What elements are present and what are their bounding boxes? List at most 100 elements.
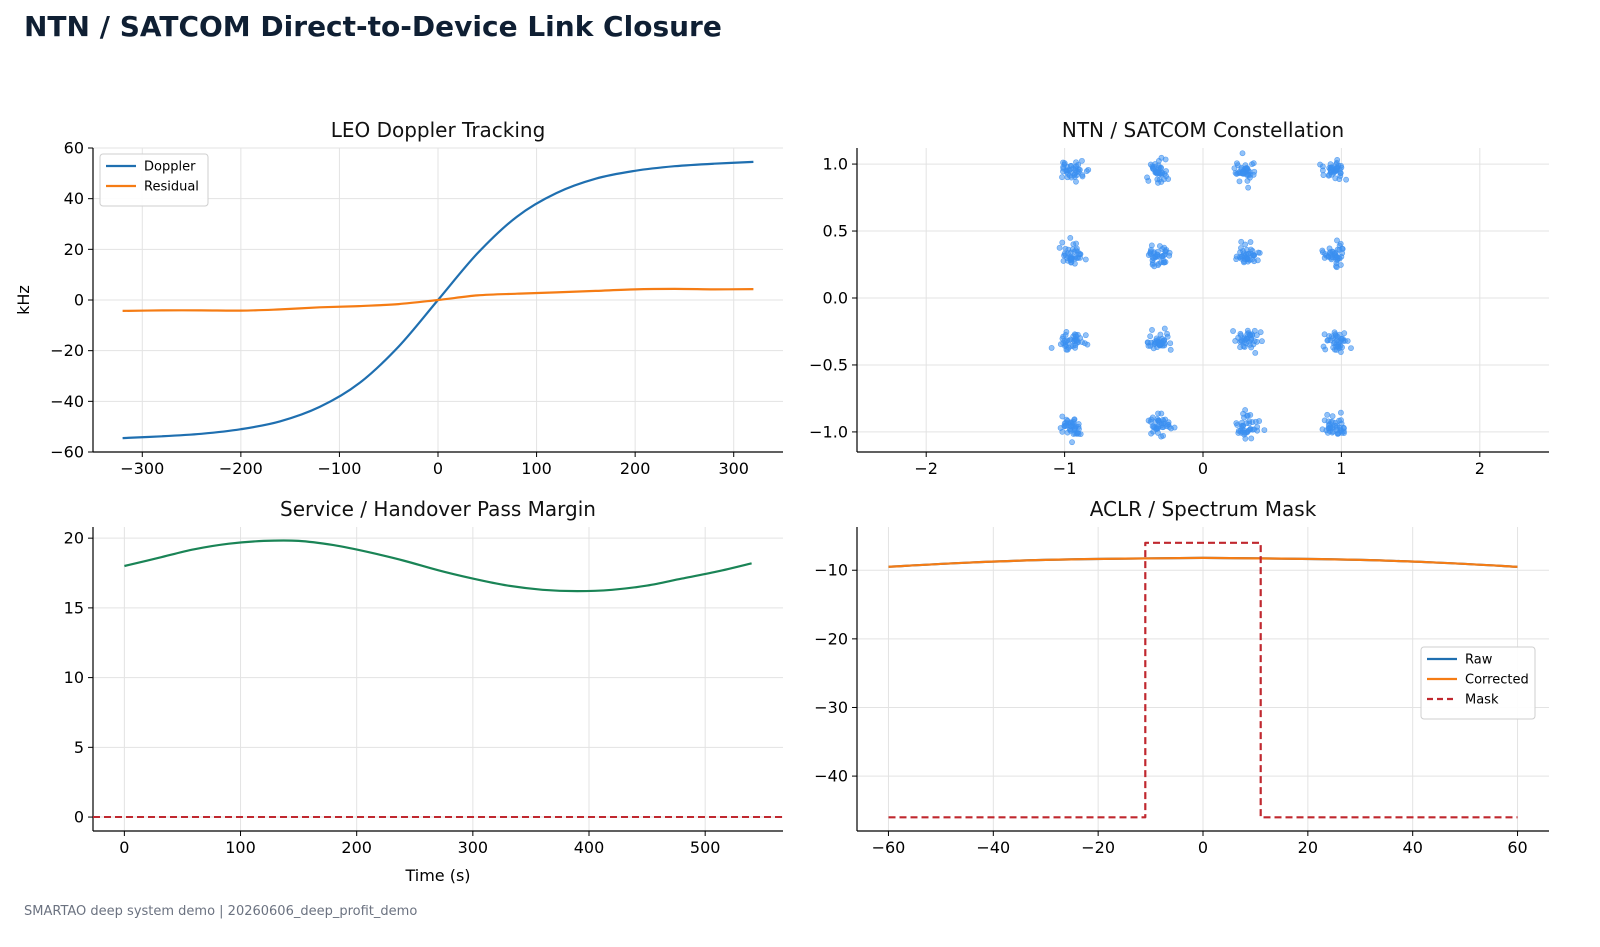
y-tick-label: 1.0 (823, 155, 848, 174)
constellation-point (1333, 253, 1340, 260)
constellation-point (1157, 243, 1163, 249)
constellation-point (1079, 173, 1086, 180)
constellation-point (1158, 433, 1165, 440)
constellation-point (1059, 428, 1066, 435)
constellation-point (1242, 241, 1249, 248)
constellation-point (1246, 427, 1253, 433)
constellation-point (1233, 420, 1240, 427)
x-tick-label: 20 (1298, 838, 1318, 857)
x-tick-label: 300 (718, 459, 749, 478)
constellation-point (1056, 244, 1063, 251)
constellation-point (1145, 177, 1152, 184)
constellation-point (1062, 331, 1069, 338)
constellation-point (1261, 427, 1268, 434)
constellation-point (1245, 184, 1252, 191)
constellation-point (1236, 178, 1243, 185)
constellation-point (1079, 157, 1085, 164)
constellation-point (1077, 251, 1083, 257)
constellation-point (1149, 414, 1156, 421)
constellation-point (1084, 341, 1091, 348)
constellation-point (1163, 423, 1170, 430)
x-tick-label: 200 (620, 459, 651, 478)
page-title: NTN / SATCOM Direct-to-Device Link Closu… (24, 10, 722, 43)
y-tick-label: 0 (74, 808, 84, 827)
constellation-point (1243, 164, 1250, 171)
constellation-point (1068, 174, 1075, 181)
footer-caption: SMARTAO deep system demo | 20260606_deep… (24, 904, 418, 919)
constellation-point (1166, 249, 1173, 256)
constellation-point (1163, 168, 1169, 174)
y-tick-label: 0.5 (823, 222, 848, 241)
constellation-point (1062, 423, 1069, 429)
legend-label: Doppler (144, 160, 196, 175)
constellation-point (1338, 164, 1345, 171)
x-tick-label: 300 (458, 838, 489, 857)
x-tick-label: 0 (119, 838, 129, 857)
constellation-point (1161, 325, 1168, 332)
constellation-point (1337, 240, 1344, 247)
x-tick-label: 400 (574, 838, 605, 857)
constellation-point (1246, 257, 1253, 264)
y-tick-label: −30 (814, 698, 848, 717)
spectrum-mask-chart: −60 −40 −20 0 20 40 60 −40 −30 −20 −10 ACLR / Spect… (814, 497, 1549, 857)
mask-line (888, 541, 1518, 819)
constellation-point (1330, 428, 1336, 435)
legend-label: Mask (1465, 693, 1499, 708)
x-tick-label: 0 (1198, 838, 1208, 857)
constellation-point (1082, 332, 1089, 339)
constellation-point (1231, 165, 1238, 172)
constellation-point (1150, 165, 1156, 172)
constellation-point (1074, 254, 1080, 261)
constellation-point (1076, 166, 1083, 173)
constellation-point (1329, 413, 1336, 420)
constellation-point (1171, 424, 1178, 431)
constellation-point (1153, 169, 1160, 176)
x-tick-label: −300 (120, 459, 164, 478)
residual-line (122, 287, 754, 312)
constellation-point (1327, 249, 1334, 255)
constellation-point (1073, 159, 1079, 166)
constellation-point (1320, 343, 1327, 350)
constellation-point (1059, 413, 1066, 420)
constellation-point (1070, 419, 1077, 425)
y-tick-label: 0 (74, 291, 84, 310)
constellation-point (1158, 179, 1165, 185)
x-tick-label: 500 (690, 838, 721, 857)
constellation-point (1048, 345, 1055, 351)
y-axis-label: kHz (14, 285, 33, 315)
y-tick-label: 0.0 (823, 288, 848, 307)
margin-line (124, 539, 752, 593)
chart-title: Service / Handover Pass Margin (280, 497, 596, 521)
x-tick-label: −40 (976, 838, 1010, 857)
constellation-point (1079, 339, 1086, 346)
constellation-point (1254, 424, 1261, 430)
constellation-point (1145, 339, 1151, 346)
y-tick-label: 20 (64, 529, 84, 548)
constellation-point (1348, 345, 1354, 352)
constellation-point (1147, 249, 1154, 256)
constellation-point (1067, 235, 1074, 241)
constellation-point (1167, 346, 1174, 353)
x-tick-label: 40 (1403, 838, 1423, 857)
constellation-point (1334, 156, 1341, 163)
constellation-point (1238, 238, 1245, 245)
constellation-point (1082, 256, 1089, 263)
constellation-point (1145, 417, 1152, 424)
y-tick-label: −20 (50, 341, 84, 360)
y-tick-label: 60 (64, 139, 84, 158)
constellation-point (1237, 344, 1243, 351)
constellation-point (1248, 250, 1254, 257)
constellation-point (1085, 166, 1092, 173)
constellation-point (1151, 263, 1158, 270)
constellation-point (1249, 331, 1255, 338)
constellation-point (1067, 166, 1073, 173)
pass-margin-chart: 0 100 200 300 400 500 0 5 10 15 20 Service / Handov… (64, 497, 783, 885)
constellation-point (1247, 239, 1254, 245)
constellation-point (1061, 250, 1068, 257)
constellation-point (1073, 247, 1079, 254)
x-tick-label: −60 (872, 838, 906, 857)
x-tick-label: 100 (225, 838, 256, 857)
constellation-point (1068, 255, 1075, 262)
constellation-point (1073, 240, 1079, 247)
